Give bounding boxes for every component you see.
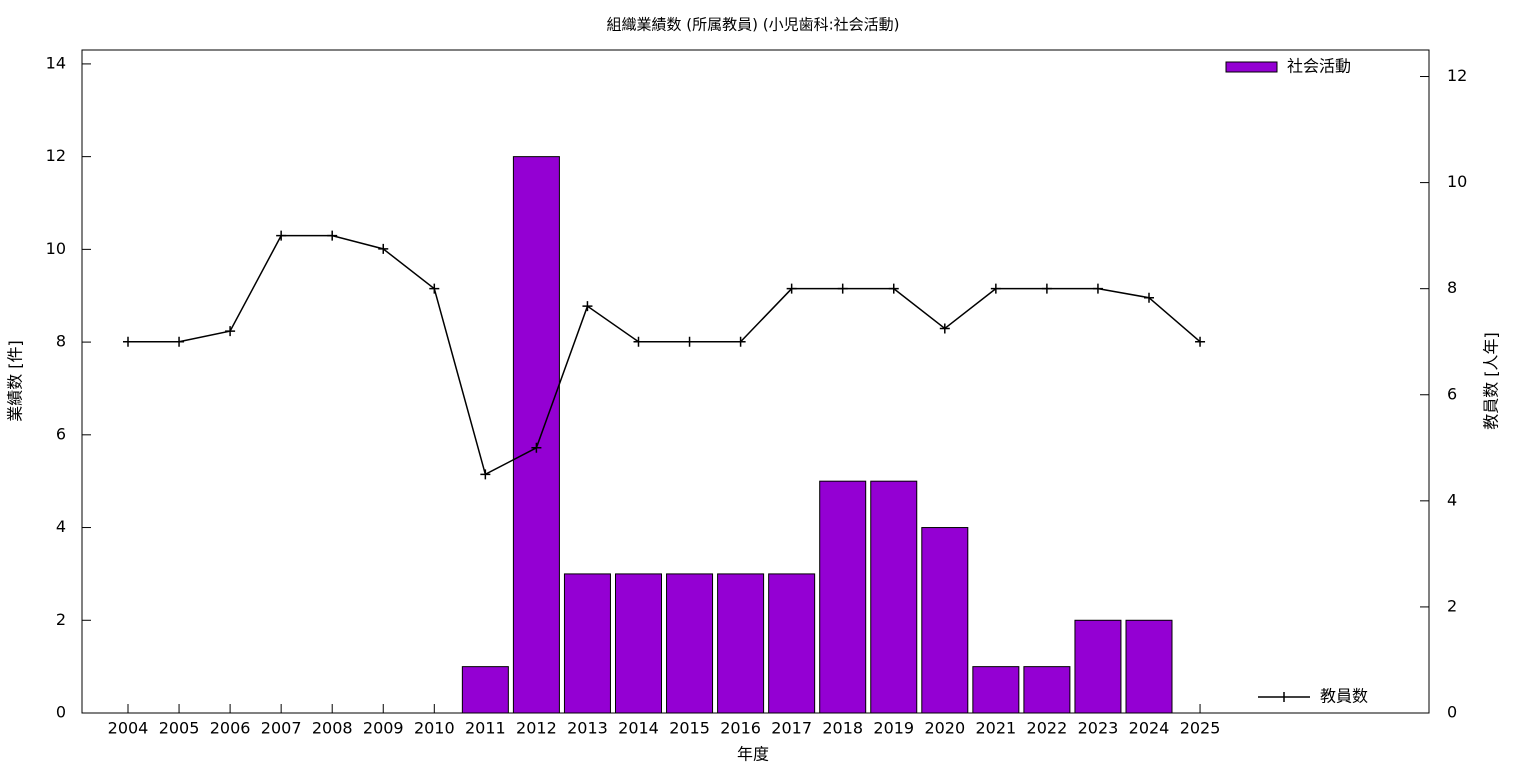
bar [563, 573, 611, 714]
point [1144, 292, 1154, 303]
x-tick-label: 2020 [924, 719, 965, 738]
x-tick-label: 2004 [108, 719, 149, 738]
bar [615, 573, 662, 714]
bar [666, 573, 714, 714]
point [531, 442, 542, 453]
x-tick-label: 2010 [414, 719, 455, 738]
x-tick-label: 2024 [1129, 719, 1170, 738]
y-axis-label: 業績数 [件] [6, 340, 25, 422]
x-tick-label: 2017 [771, 719, 812, 738]
chart-title: 組織業績数 (所属教員) (小児歯科:社会活動) [607, 16, 900, 34]
point [990, 283, 1001, 294]
point [837, 283, 848, 294]
legend-swatch [1225, 61, 1278, 73]
bar [1125, 619, 1173, 714]
point [888, 283, 899, 294]
x-tick-label: 2022 [1027, 719, 1068, 738]
x-tick-label: 2006 [210, 719, 251, 738]
x-tick-label: 2005 [159, 719, 200, 738]
y2-tick-label: 4 [1447, 490, 1457, 509]
y-tick-label: 4 [56, 517, 66, 536]
x-tick-label: 2016 [720, 719, 761, 738]
x-tick-label: 2019 [873, 719, 914, 738]
bar [1074, 619, 1122, 714]
y2-tick-label: 0 [1447, 703, 1457, 722]
bar [512, 156, 560, 714]
point [786, 283, 797, 294]
point [327, 230, 338, 241]
y-tick-label: 12 [46, 146, 66, 165]
x-tick-label: 2015 [669, 719, 710, 738]
point [735, 336, 746, 347]
bar [717, 573, 765, 714]
bar [972, 666, 1020, 714]
y-tick-label: 10 [46, 239, 66, 258]
point [633, 336, 644, 347]
x-tick-label: 2023 [1078, 719, 1119, 738]
y2-tick-label: 2 [1447, 596, 1457, 615]
y2-tick-label: 8 [1447, 278, 1457, 297]
point [225, 326, 236, 337]
bar [921, 527, 969, 714]
y-tick-label: 0 [56, 703, 66, 722]
point [684, 336, 695, 347]
point [1041, 283, 1052, 294]
x-tick-label: 2018 [822, 719, 863, 738]
x-tick-label: 2025 [1180, 719, 1221, 738]
point [939, 323, 950, 334]
point [1195, 336, 1206, 347]
x-tick-label: 2009 [363, 719, 404, 738]
bar [461, 666, 509, 714]
point [123, 336, 133, 347]
point [378, 243, 389, 254]
x-axis-label: 年度 [737, 745, 769, 764]
y-tick-label: 14 [46, 53, 66, 72]
x-tick-label: 2021 [975, 719, 1016, 738]
legend-swatch [1258, 692, 1310, 702]
bar [870, 480, 918, 714]
y2-tick-label: 6 [1447, 384, 1457, 403]
x-tick-label: 2012 [516, 719, 557, 738]
point [480, 469, 491, 480]
point [429, 283, 440, 294]
y-tick-label: 6 [56, 424, 66, 443]
x-tick-label: 2008 [312, 719, 353, 738]
bar [1023, 666, 1071, 714]
x-tick-label: 2007 [261, 719, 302, 738]
x-tick-label: 2011 [465, 719, 506, 738]
point [276, 230, 287, 241]
y2-tick-label: 10 [1447, 172, 1467, 191]
bar [819, 480, 867, 714]
x-tick-label: 2014 [618, 719, 659, 738]
line [128, 234, 1201, 476]
point [174, 336, 185, 347]
y2-axis-label: 教員数 [人年] [1482, 332, 1501, 430]
y-tick-label: 2 [56, 610, 66, 629]
point [1092, 283, 1103, 294]
legend-label: 社会活動 [1287, 57, 1351, 76]
legend-label: 教員数 [1320, 687, 1368, 706]
y2-tick-label: 12 [1447, 66, 1467, 85]
bar [768, 573, 816, 714]
y-tick-label: 8 [56, 332, 66, 351]
x-tick-label: 2013 [567, 719, 608, 738]
point [582, 301, 593, 312]
